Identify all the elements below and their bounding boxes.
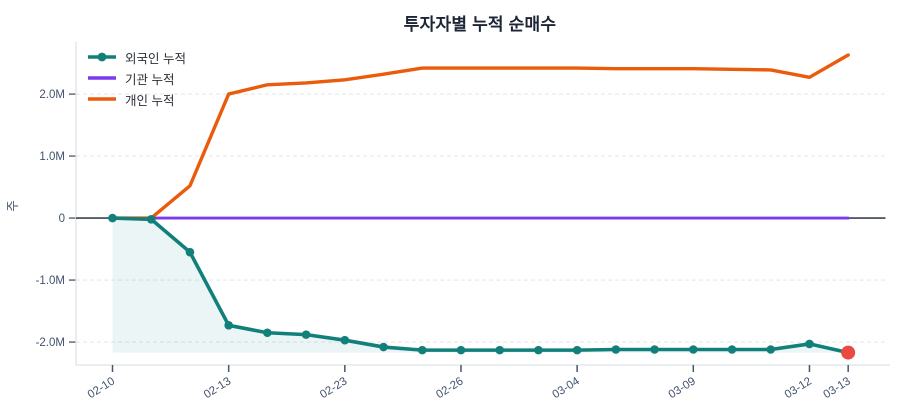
x-axis: 02-10 02-13 02-23 02-26 03-04 03-09 03-12 03-13 bbox=[86, 365, 853, 401]
series-line-2 bbox=[110, 53, 850, 220]
legend-label-0: 외국인 누적 bbox=[125, 51, 186, 66]
legend-label-2: 개인 누적 bbox=[125, 93, 175, 108]
x-tick-label: 03-12 bbox=[783, 375, 814, 401]
x-tick-label: 03-13 bbox=[821, 375, 852, 401]
y-gridlines: 2.0M 1.0M 0 -1.0M -2.0M bbox=[36, 89, 886, 349]
x-tick-label: 02-26 bbox=[434, 375, 465, 401]
legend-label-1: 기관 누적 bbox=[125, 72, 175, 87]
x-tick-label: 03-04 bbox=[550, 375, 582, 401]
area-fill bbox=[112, 218, 849, 353]
data-point bbox=[379, 342, 388, 352]
data-point bbox=[108, 213, 117, 223]
x-tick-label: 03-09 bbox=[667, 375, 698, 401]
data-point bbox=[340, 335, 350, 345]
data-point bbox=[805, 339, 814, 349]
data-point bbox=[611, 345, 621, 354]
series-line-0 bbox=[110, 216, 850, 355]
legend-item-2: 개인 누적 bbox=[88, 91, 186, 108]
legend-marker-0 bbox=[88, 52, 116, 62]
data-point bbox=[572, 345, 582, 355]
legend-marker-1 bbox=[88, 76, 116, 80]
data-point bbox=[766, 345, 776, 354]
chart-title: 투자자별 누적 순매수 bbox=[403, 15, 557, 34]
y-tick-label: 0 bbox=[59, 213, 65, 225]
data-point bbox=[263, 328, 272, 338]
y-tick-label: -2.0M bbox=[36, 337, 65, 349]
legend-item-0: 외국인 누적 bbox=[88, 49, 186, 66]
data-point bbox=[417, 345, 427, 355]
data-point bbox=[146, 215, 156, 224]
legend-marker-2 bbox=[88, 97, 116, 101]
data-point bbox=[495, 345, 505, 355]
data-point bbox=[301, 330, 311, 339]
x-tick-label: 02-23 bbox=[318, 375, 349, 401]
y-tick-label: -1.0M bbox=[36, 275, 65, 287]
data-point bbox=[224, 321, 233, 330]
data-point bbox=[456, 345, 466, 355]
data-point bbox=[689, 345, 698, 354]
x-tick-label: 02-10 bbox=[86, 375, 117, 401]
y-tick-label: 1.0M bbox=[39, 151, 65, 163]
data-point bbox=[650, 345, 659, 354]
series-markers-0 bbox=[108, 213, 856, 360]
y-tick-label: 2.0M bbox=[39, 89, 65, 101]
data-point bbox=[727, 345, 737, 354]
last-point-highlight bbox=[841, 345, 856, 360]
y-axis-title: 주 bbox=[6, 200, 20, 212]
data-point bbox=[534, 345, 543, 355]
data-point bbox=[185, 247, 195, 257]
legend-item-1: 기관 누적 bbox=[88, 70, 186, 87]
x-tick-label: 02-13 bbox=[202, 375, 233, 401]
